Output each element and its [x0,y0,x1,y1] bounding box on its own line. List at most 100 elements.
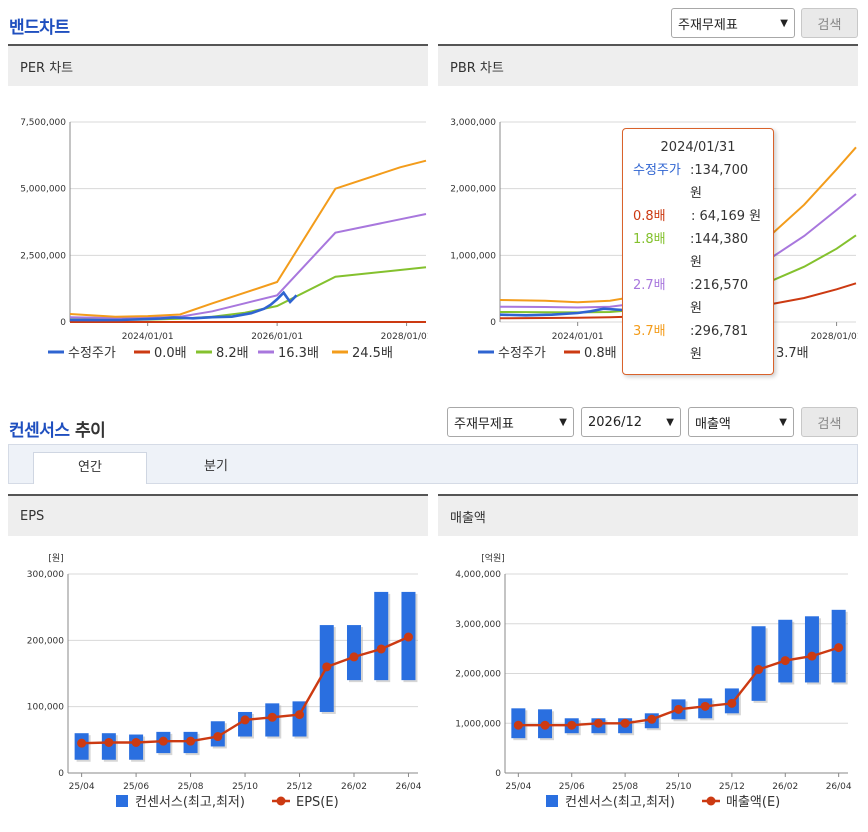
range-bar [804,616,819,683]
estimate-point [322,662,332,672]
estimate-point [727,698,737,708]
tooltip-row-label: 1.8배 [633,232,666,247]
estimate-point [267,712,277,722]
estimate-point [620,718,630,728]
legend-swatch-range [116,795,128,807]
series-line-16.3배 [69,213,427,320]
tooltip-row-label: 0.8배 [633,209,666,224]
x-tick-label: 26/04 [395,782,421,792]
y-tick-label: 200,000 [27,636,64,646]
per-chart-header: PER 차트 [8,44,428,86]
x-tick-label: 25/10 [232,782,258,792]
band-statement-select[interactable]: 주재무제표 ▼ [671,8,795,38]
estimate-point [349,652,359,662]
estimate-point [403,632,413,642]
consensus-metric-select[interactable]: 매출액 ▼ [688,407,794,437]
y-tick-label: 1,000,000 [450,251,496,261]
legend-swatch-point [276,796,286,806]
consensus-statement-select[interactable]: 주재무제표 ▼ [447,407,574,437]
x-tick-label: 25/04 [505,782,531,792]
y-tick-label: 100,000 [27,703,64,713]
y-tick-label: 0 [490,318,496,328]
tooltip-date: 2024/01/31 [660,140,736,155]
eps-chart-header: EPS [8,494,428,536]
consensus-title-dark: 추이 [74,421,106,441]
legend-label-range: 컨센서스(최고,최저) [135,795,245,810]
series-line-8.2배 [69,266,427,321]
eps-chart: [원] 0 100,000 200,000 300,000 25/04 25/06 25/08… [27,553,422,810]
estimate-point [700,701,710,711]
y-tick-label: 4,000,000 [455,570,501,580]
y-tick-label: 2,500,000 [20,251,66,261]
chevron-down-icon: ▼ [779,416,787,428]
band-statement-select-value: 주재무제표 [678,17,738,33]
legend-label: 수정주가 [68,346,116,361]
range-bar [374,591,389,681]
sales-chart: [억원] 0 1,000,000 2,000,000 3,000,000 4,000,00… [455,552,852,810]
consensus-period-select[interactable]: 2026/12 ▼ [581,407,681,437]
estimate-point [567,720,577,730]
sales-chart-header: 매출액 [438,494,858,536]
estimate-point [513,720,523,730]
unit-label: [원] [48,553,63,564]
x-tick-label: 26/02 [341,782,367,792]
tooltip-row: 수정주가 :134,700 원 [633,159,763,205]
band-search-button[interactable]: 검색 [801,8,858,38]
estimate-point [158,736,168,746]
legend-label-line: EPS(E) [296,795,339,810]
x-tick-label: 2028/01/01 [811,332,858,342]
sales-chart-header-label: 매출액 [450,510,486,526]
legend-label: 24.5배 [352,346,393,361]
chevron-down-icon: ▼ [780,17,788,29]
y-tick-label: 5,000,000 [20,185,66,195]
consensus-statement-select-value: 주재무제표 [454,416,514,432]
range-bar [778,619,793,683]
consensus-title-blue: 컨센서스 [9,421,70,441]
estimate-point [647,714,657,724]
legend-label: 16.3배 [278,346,319,361]
eps-chart-header-label: EPS [20,508,45,524]
x-tick-label: 26/04 [826,782,852,792]
estimate-point [104,737,114,747]
series-line-24.5배 [69,159,427,318]
estimate-point [593,718,603,728]
tooltip-row: 3.7배:296,781 원 [633,320,763,366]
legend-label: 0.8배 [584,346,617,361]
legend-swatch-range [546,795,558,807]
x-tick-label: 2026/01/01 [251,332,303,342]
tooltip-row: 0.8배: 64,169 원 [633,205,763,228]
tooltip-row-label: 3.7배 [633,324,666,339]
x-tick-label: 25/04 [69,782,95,792]
pbr-tooltip: 2024/01/31 수정주가 :134,700 원 0.8배: 64,169 원 1… [622,128,774,375]
estimate-point [834,643,844,653]
legend-label-range: 컨센서스(최고,최저) [565,795,675,810]
estimate-point [376,644,386,654]
legend-label-line: 매출액(E) [726,795,780,810]
tab-quarterly[interactable]: 분기 [204,459,228,474]
x-tick-label: 2024/01/01 [122,332,174,342]
chevron-down-icon: ▼ [666,416,674,428]
y-tick-label: 2,000,000 [450,185,496,195]
y-tick-label: 0 [60,318,66,328]
consensus-title: 컨센서스 추이 [9,416,106,441]
unit-label: [억원] [481,552,505,564]
x-tick-label: 25/10 [666,782,692,792]
tooltip-row-value: :144,380 원 [690,232,749,270]
x-tick-label: 25/12 [287,782,313,792]
x-tick-label: 2024/01/01 [552,332,604,342]
y-tick-label: 0 [495,769,501,779]
range-bar [751,626,766,701]
pbr-chart-header-label: PBR 차트 [450,60,504,76]
pbr-chart-header: PBR 차트 [438,44,858,86]
legend-label: 8.2배 [216,346,249,361]
consensus-period-select-value: 2026/12 [588,414,643,430]
series-line-수정주가 [69,290,298,322]
estimate-point [131,737,141,747]
y-tick-label: 3,000,000 [455,620,501,630]
estimate-point [240,715,250,725]
x-tick-label: 25/08 [612,782,638,792]
tooltip-row-value: :134,700 원 [690,163,749,201]
tooltip-row-label: 수정주가 [633,163,681,178]
consensus-search-button[interactable]: 검색 [801,407,858,437]
tab-annual[interactable]: 연간 [33,452,147,484]
